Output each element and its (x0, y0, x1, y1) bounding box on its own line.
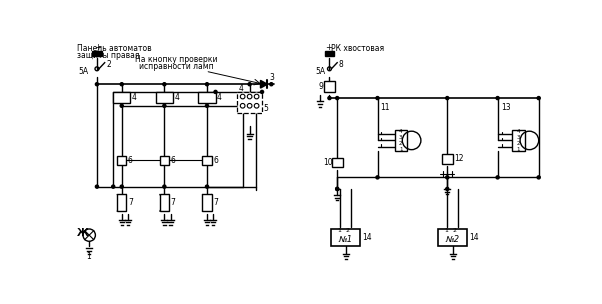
Circle shape (163, 83, 166, 86)
Text: 12: 12 (455, 154, 464, 164)
Bar (199, 92, 216, 103)
Circle shape (537, 97, 540, 100)
Circle shape (376, 97, 379, 100)
Circle shape (445, 97, 449, 100)
Text: РК хвостовая: РК хвостовая (331, 44, 384, 53)
Circle shape (270, 83, 273, 86)
Text: 1: 1 (337, 228, 341, 233)
Bar (237, 92, 262, 113)
Circle shape (336, 97, 339, 100)
Bar (331, 229, 361, 246)
Circle shape (120, 104, 123, 107)
Circle shape (496, 176, 499, 179)
Text: 6: 6 (213, 156, 218, 165)
Text: 1: 1 (444, 228, 448, 233)
Text: 14: 14 (469, 233, 479, 242)
Text: Панель автоматов: Панель автоматов (77, 44, 152, 53)
Circle shape (163, 185, 166, 188)
Text: Ж: Ж (77, 228, 88, 238)
Text: 5А: 5А (78, 67, 88, 76)
Circle shape (120, 83, 123, 86)
Text: защиты правая: защиты правая (77, 51, 139, 60)
Circle shape (214, 90, 217, 93)
Circle shape (248, 83, 251, 86)
Text: 6: 6 (170, 156, 175, 165)
Bar (332, 158, 343, 168)
Polygon shape (261, 80, 267, 88)
Text: +: + (94, 43, 101, 52)
Text: 8: 8 (339, 60, 344, 70)
Circle shape (205, 185, 208, 188)
Bar (92, 51, 102, 56)
Text: 4
3
2
1: 4 3 2 1 (517, 129, 520, 152)
Text: 6: 6 (128, 156, 133, 165)
Text: 14: 14 (362, 233, 371, 242)
Text: исправности ламп: исправности ламп (138, 62, 213, 71)
Circle shape (328, 97, 331, 100)
Circle shape (163, 104, 166, 107)
Circle shape (445, 187, 449, 191)
Circle shape (205, 83, 208, 86)
Bar (394, 130, 407, 151)
Text: 2: 2 (106, 60, 111, 70)
Circle shape (537, 176, 540, 179)
Bar (202, 156, 212, 165)
Circle shape (120, 185, 123, 188)
Circle shape (112, 185, 115, 188)
Text: 5: 5 (264, 104, 268, 113)
Text: 4: 4 (217, 93, 222, 102)
Text: 1: 1 (86, 252, 91, 261)
Circle shape (261, 90, 264, 93)
Text: 5А: 5А (315, 67, 326, 76)
Circle shape (336, 187, 339, 191)
Text: №1: №1 (339, 236, 353, 244)
Text: 2: 2 (453, 228, 457, 233)
Text: 7: 7 (170, 198, 175, 207)
Bar (324, 81, 335, 92)
Bar (117, 194, 126, 211)
Text: 3: 3 (270, 73, 275, 82)
Bar (325, 51, 334, 56)
Circle shape (205, 104, 208, 107)
Text: 10: 10 (323, 158, 333, 167)
Text: 4
3
2
1: 4 3 2 1 (399, 129, 403, 152)
Text: 4: 4 (175, 93, 179, 102)
Circle shape (336, 187, 339, 191)
Bar (113, 92, 130, 103)
Bar (117, 156, 126, 165)
Bar (160, 194, 169, 211)
Text: +: + (325, 43, 332, 52)
Bar (156, 92, 173, 103)
Circle shape (445, 176, 449, 179)
Circle shape (95, 185, 99, 188)
Bar (202, 194, 212, 211)
Text: 4: 4 (239, 84, 244, 93)
Text: 11: 11 (380, 103, 390, 112)
Circle shape (95, 83, 99, 86)
Circle shape (376, 176, 379, 179)
Text: 7: 7 (213, 198, 218, 207)
Bar (442, 154, 453, 164)
Text: 7: 7 (128, 198, 133, 207)
Bar (160, 156, 169, 165)
Circle shape (496, 97, 499, 100)
Text: 13: 13 (501, 103, 510, 112)
Bar (438, 229, 467, 246)
Text: 4: 4 (132, 93, 137, 102)
Text: 2: 2 (346, 228, 350, 233)
Text: 9: 9 (318, 82, 323, 91)
Text: №2: №2 (445, 236, 460, 244)
Text: На кнопку проверки: На кнопку проверки (135, 55, 217, 64)
Bar (512, 130, 525, 151)
